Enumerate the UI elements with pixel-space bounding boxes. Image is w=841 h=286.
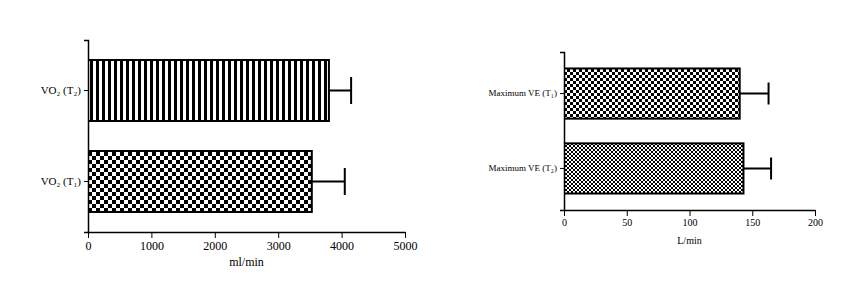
tick-mark xyxy=(405,232,406,238)
axis-line xyxy=(84,41,89,233)
x-axis: 0 50 100 150 200 xyxy=(562,210,823,228)
tick-mark xyxy=(627,210,628,216)
canvas: 010002000300040005000VO₂ (T₂)VO₂ (T₁)ml/… xyxy=(0,0,841,286)
tick-label: 0 xyxy=(562,217,567,228)
tick-label: Maximum VE (T₂) xyxy=(489,163,557,173)
bar xyxy=(564,68,740,118)
y-axis: VO₂ (T₂) VO₂ (T₁) xyxy=(41,41,89,233)
tick: 1000 xyxy=(140,232,164,253)
tick-label: 0 xyxy=(86,239,92,253)
tick: 2000 xyxy=(203,232,227,253)
chart: 0 1000 2000 3000 4000 5000 VO₂ (T₂) VO₂ (T₁) ml/… xyxy=(41,41,418,270)
tick: 50 xyxy=(622,210,632,228)
error-bar xyxy=(740,83,769,105)
tick-label: 5000 xyxy=(394,239,418,253)
tick: 100 xyxy=(683,210,698,228)
tick: 0 xyxy=(86,232,92,253)
tick-mark xyxy=(815,210,816,216)
tick-label: VO₂ (T₂) xyxy=(41,84,82,97)
tick-mark xyxy=(151,232,152,238)
error-bar xyxy=(312,168,345,195)
plot-area xyxy=(564,68,771,193)
tick-label: VO₂ (T₁) xyxy=(41,175,82,188)
y-axis: Maximum VE (T₁) Maximum VE (T₂) xyxy=(489,53,565,211)
tick-label: 100 xyxy=(683,217,698,228)
tick: VO₂ (T₂) xyxy=(41,84,88,97)
tick-label: 200 xyxy=(808,217,823,228)
tick-label: 3000 xyxy=(267,239,291,253)
tick-label: 1000 xyxy=(140,239,164,253)
tick-label: 150 xyxy=(745,217,760,228)
axis-title: ml/min xyxy=(229,255,264,269)
tick-mark xyxy=(342,232,343,238)
tick: VO₂ (T₁) xyxy=(41,175,88,188)
bar xyxy=(88,151,312,212)
tick-mark xyxy=(560,168,564,169)
tick: 3000 xyxy=(267,232,291,253)
tick-mark xyxy=(560,93,564,94)
tick-label: 4000 xyxy=(330,239,354,253)
tick: Maximum VE (T₁) xyxy=(489,88,564,98)
tick-mark xyxy=(215,232,216,238)
tick: 200 xyxy=(808,210,823,228)
error-bar xyxy=(743,157,771,179)
tick-label: 50 xyxy=(622,217,632,228)
tick-mark xyxy=(690,210,691,216)
tick: 4000 xyxy=(330,232,354,253)
tick-mark xyxy=(84,181,88,182)
tick-mark xyxy=(278,232,279,238)
error-bar xyxy=(329,77,351,104)
x-axis: 0 1000 2000 3000 4000 5000 xyxy=(86,232,418,253)
tick: Maximum VE (T₂) xyxy=(489,163,564,173)
tick-mark xyxy=(752,210,753,216)
tick: 5000 xyxy=(394,232,418,253)
axis-title: L/min xyxy=(677,235,701,246)
chart: 050100150200Maximum VE (T₁)Maximum VE (T… xyxy=(489,53,823,247)
axis-line xyxy=(560,53,565,211)
tick: 0 xyxy=(562,210,567,228)
tick: 150 xyxy=(745,210,760,228)
bar xyxy=(88,60,329,121)
tick-label: Maximum VE (T₁) xyxy=(489,88,557,98)
plot-area xyxy=(88,60,351,212)
bar xyxy=(564,143,743,193)
tick-mark xyxy=(84,90,88,91)
axis-line xyxy=(89,232,406,234)
tick-label: 2000 xyxy=(203,239,227,253)
